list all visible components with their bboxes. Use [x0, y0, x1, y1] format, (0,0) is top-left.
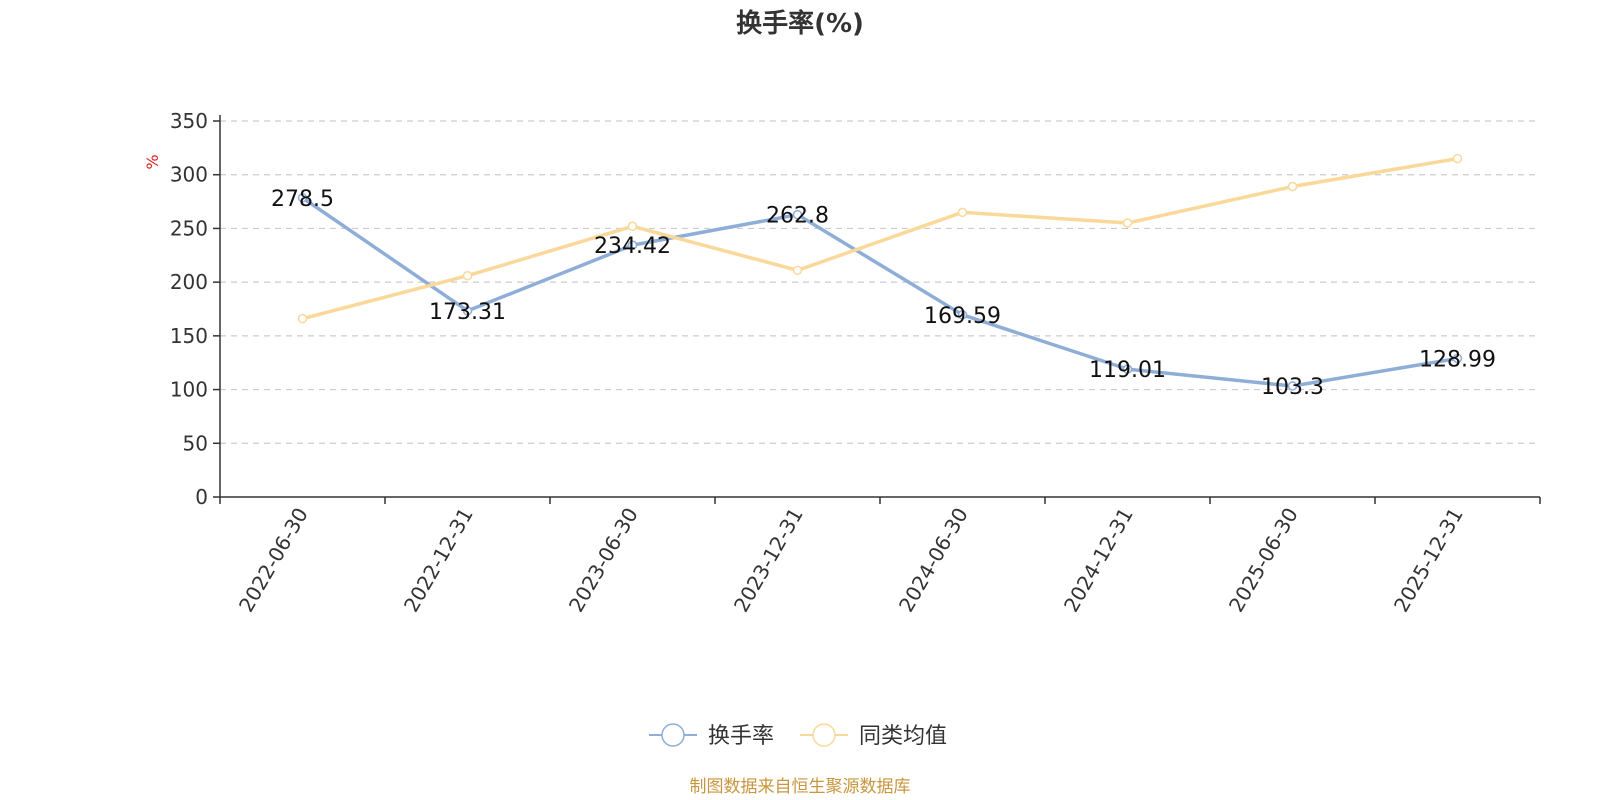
- data-point: [957, 207, 968, 218]
- data-label: 262.8: [766, 204, 829, 229]
- data-label: 169.59: [924, 304, 1001, 329]
- data-labels: 278.5 173.31 234.42 262.8 169.59 119.01 103.3 1…: [271, 187, 1496, 400]
- axes: 0 50 100 150 200 250 300 350 2022-06-30 2022-12-3…: [170, 109, 1541, 617]
- legend-marker: [812, 723, 836, 747]
- data-label: 128.99: [1419, 347, 1496, 372]
- x-tick-label: 2022-06-30: [234, 504, 313, 617]
- source-note: 制图数据来自恒生聚源数据库: [690, 777, 911, 797]
- y-tick-label: 250: [170, 216, 208, 240]
- y-tick-label: 50: [183, 431, 208, 455]
- data-point: [957, 310, 968, 320]
- legend-item-1[interactable]: 同类均值: [800, 723, 947, 749]
- y-tick-label: 100: [170, 378, 208, 402]
- data-label: 278.5: [271, 187, 334, 212]
- y-tick-label: 300: [170, 163, 208, 187]
- y-tick-label: 350: [170, 109, 208, 133]
- x-tick-label: 2025-06-30: [1224, 504, 1303, 617]
- data-point: [627, 221, 638, 232]
- data-point: [297, 193, 308, 203]
- legend-label: 换手率: [708, 724, 774, 749]
- data-point: [1287, 181, 1298, 192]
- data-point: [1122, 218, 1133, 228]
- data-label: 119.01: [1089, 358, 1166, 383]
- chart-title: 换手率(%): [736, 8, 864, 39]
- data-point: [297, 313, 308, 324]
- x-tick-label: 2024-12-31: [1059, 504, 1138, 617]
- x-tick-label: 2022-12-31: [399, 504, 478, 617]
- x-tick-label: 2024-06-30: [894, 504, 973, 617]
- y-tick-label: 0: [195, 485, 208, 509]
- data-label: 103.3: [1261, 375, 1324, 400]
- data-point: [1452, 153, 1463, 164]
- data-point: [1452, 353, 1463, 364]
- legend[interactable]: 换手率 同类均值: [649, 723, 947, 749]
- data-label: 234.42: [594, 234, 671, 259]
- series-line-0: [301, 196, 1458, 388]
- x-tick-label: 2023-06-30: [564, 504, 643, 617]
- data-point: [462, 270, 473, 281]
- series-lines: [297, 153, 1463, 391]
- data-point: [792, 209, 803, 220]
- y-tick-label: 150: [170, 324, 208, 348]
- data-point: [462, 306, 473, 316]
- legend-item-0[interactable]: 换手率: [649, 723, 774, 749]
- data-point: [792, 265, 803, 276]
- x-tick-label: 2023-12-31: [729, 504, 808, 617]
- legend-marker: [661, 723, 685, 747]
- data-point: [1287, 381, 1298, 391]
- legend-label: 同类均值: [859, 724, 947, 749]
- grid-lines: [220, 120, 1540, 444]
- y-tick-label: 200: [170, 270, 208, 294]
- data-point: [627, 240, 638, 250]
- y-axis-unit: %: [143, 154, 162, 169]
- data-label: 173.31: [429, 300, 506, 325]
- series-line-1: [302, 156, 1458, 321]
- x-tick-label: 2025-12-31: [1389, 504, 1468, 617]
- data-point: [1122, 364, 1133, 374]
